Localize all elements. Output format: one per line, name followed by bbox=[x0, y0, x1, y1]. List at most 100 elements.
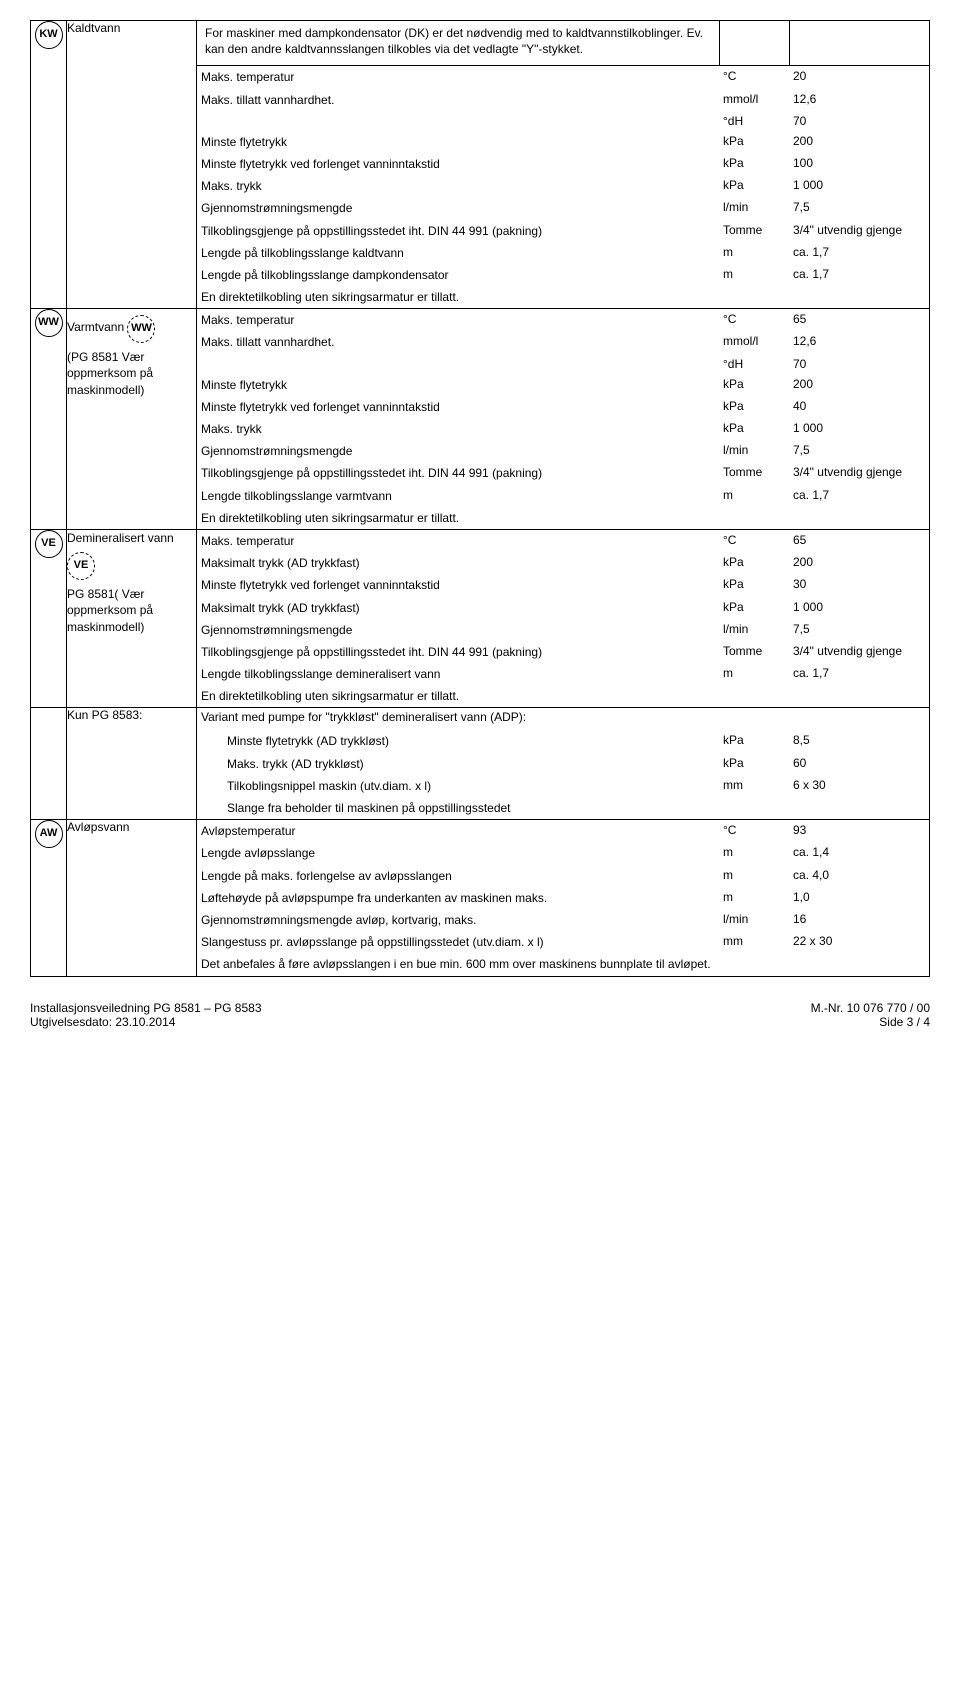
spec-row: °dH70 bbox=[197, 354, 929, 374]
spec-row: Maks. trykkkPa1 000 bbox=[197, 175, 929, 197]
spec-row: Gjennomstrømningsmengdel/min7,5 bbox=[197, 440, 929, 462]
spec-desc: Tilkoblingsgjenge på oppstillingsstedet … bbox=[197, 641, 719, 663]
spec-row: Det anbefales å føre avløpsslangen i en … bbox=[197, 953, 929, 975]
spec-desc: Lengde tilkoblingsslange demineralisert … bbox=[197, 663, 719, 685]
spec-val: ca. 1,7 bbox=[789, 264, 929, 286]
spec-desc: Maks. tillatt vannhardhet. bbox=[197, 331, 719, 353]
spec-row: Slange fra beholder til maskinen på opps… bbox=[197, 797, 929, 819]
spec-val: 30 bbox=[789, 574, 929, 596]
spec-val bbox=[789, 286, 929, 308]
spec-desc: Tilkoblingsgjenge på oppstillingsstedet … bbox=[197, 462, 719, 484]
spec-unit: mmol/l bbox=[719, 89, 789, 111]
aw-icon: AW bbox=[35, 820, 63, 848]
spec-unit: m bbox=[719, 663, 789, 685]
spec-row: Minste flytetrykk ved forlenget vanninnt… bbox=[197, 153, 929, 175]
spec-unit: Tomme bbox=[719, 220, 789, 242]
spec-unit: mm bbox=[719, 931, 789, 953]
spec-desc bbox=[197, 111, 719, 131]
spec-row: Lengde på tilkoblingsslange kaldtvannmca… bbox=[197, 242, 929, 264]
spec-val: ca. 1,4 bbox=[789, 842, 929, 864]
adp-label: Kun PG 8583: bbox=[67, 708, 142, 722]
spec-desc: Lengde på tilkoblingsslange dampkondensa… bbox=[197, 264, 719, 286]
spec-desc: Maks. trykk bbox=[197, 175, 719, 197]
spec-unit bbox=[719, 685, 789, 707]
spec-desc: Minste flytetrykk bbox=[197, 131, 719, 153]
spec-unit: m bbox=[719, 842, 789, 864]
spec-val: 22 x 30 bbox=[789, 931, 929, 953]
spec-unit: l/min bbox=[719, 197, 789, 219]
spec-val: 200 bbox=[789, 552, 929, 574]
spec-desc: Gjennomstrømningsmengde bbox=[197, 197, 719, 219]
spec-unit: °C bbox=[719, 820, 789, 842]
spec-val: 3/4" utvendig gjenge bbox=[789, 641, 929, 663]
ww-subicon: WW bbox=[127, 315, 155, 343]
spec-unit: m bbox=[719, 865, 789, 887]
spec-val: ca. 1,7 bbox=[789, 663, 929, 685]
adp-rows: Minste flytetrykk (AD trykkløst)kPa8,5Ma… bbox=[197, 730, 929, 819]
kw-icon: KW bbox=[35, 21, 63, 49]
spec-val: 70 bbox=[789, 111, 929, 131]
spec-val: 1 000 bbox=[789, 597, 929, 619]
spec-unit: m bbox=[719, 242, 789, 264]
spec-unit: Tomme bbox=[719, 641, 789, 663]
spec-unit: °C bbox=[719, 530, 789, 552]
spec-desc: Avløpstemperatur bbox=[197, 820, 719, 842]
spec-val: 65 bbox=[789, 309, 929, 331]
ve-icon: VE bbox=[35, 530, 63, 558]
spec-val: 60 bbox=[789, 753, 929, 775]
spec-val: ca. 4,0 bbox=[789, 865, 929, 887]
spec-val: 7,5 bbox=[789, 619, 929, 641]
spec-row: Tilkoblingsgjenge på oppstillingsstedet … bbox=[197, 220, 929, 242]
spec-row: °dH70 bbox=[197, 111, 929, 131]
spec-row: Lengde på tilkoblingsslange dampkondensa… bbox=[197, 264, 929, 286]
spec-unit: kPa bbox=[719, 175, 789, 197]
spec-desc: Maks. temperatur bbox=[197, 530, 719, 552]
spec-desc: Maks. trykk bbox=[197, 418, 719, 440]
spec-unit: m bbox=[719, 264, 789, 286]
spec-unit: m bbox=[719, 887, 789, 909]
spec-row: Løftehøyde på avløpspumpe fra underkante… bbox=[197, 887, 929, 909]
kw-label: Kaldtvann bbox=[67, 21, 120, 35]
spec-row: Minste flytetrykk (AD trykkløst)kPa8,5 bbox=[197, 730, 929, 752]
spec-row: Maks. temperatur°C20 bbox=[197, 66, 929, 88]
spec-unit: kPa bbox=[719, 153, 789, 175]
spec-desc: Minste flytetrykk ved forlenget vanninnt… bbox=[197, 396, 719, 418]
spec-unit: kPa bbox=[719, 396, 789, 418]
spec-row: Gjennomstrømningsmengdel/min7,5 bbox=[197, 197, 929, 219]
spec-unit: Tomme bbox=[719, 462, 789, 484]
spec-unit: kPa bbox=[719, 753, 789, 775]
spec-unit: kPa bbox=[719, 131, 789, 153]
spec-row: En direktetilkobling uten sikringsarmatu… bbox=[197, 685, 929, 707]
aw-rows: Avløpstemperatur°C93Lengde avløpsslangem… bbox=[197, 820, 929, 975]
spec-val: 12,6 bbox=[789, 89, 929, 111]
spec-desc: En direktetilkobling uten sikringsarmatu… bbox=[197, 286, 719, 308]
spec-desc: Maks. temperatur bbox=[197, 66, 719, 88]
spec-unit: m bbox=[719, 485, 789, 507]
spec-row: Maks. temperatur°C65 bbox=[197, 309, 929, 331]
spec-desc: Maksimalt trykk (AD trykkfast) bbox=[197, 552, 719, 574]
spec-row: Gjennomstrømningsmengdel/min7,5 bbox=[197, 619, 929, 641]
spec-unit: kPa bbox=[719, 374, 789, 396]
spec-desc: En direktetilkobling uten sikringsarmatu… bbox=[197, 507, 719, 529]
spec-unit: °C bbox=[719, 66, 789, 88]
spec-row: Slangestuss pr. avløpsslange på oppstill… bbox=[197, 931, 929, 953]
spec-desc: Gjennomstrømningsmengde bbox=[197, 440, 719, 462]
spec-row: Minste flytetrykkkPa200 bbox=[197, 374, 929, 396]
adp-heading: Variant med pumpe for "trykkløst" demine… bbox=[197, 708, 929, 730]
spec-desc: Lengde på tilkoblingsslange kaldtvann bbox=[197, 242, 719, 264]
spec-unit: kPa bbox=[719, 597, 789, 619]
spec-val: 1,0 bbox=[789, 887, 929, 909]
spec-val: 100 bbox=[789, 153, 929, 175]
ww-label: Varmtvann bbox=[67, 320, 124, 334]
ww-rows: Maks. temperatur°C65Maks. tillatt vannha… bbox=[197, 309, 929, 529]
spec-row: Lengde på maks. forlengelse av avløpssla… bbox=[197, 865, 929, 887]
spec-val: 40 bbox=[789, 396, 929, 418]
spec-row: Minste flytetrykk ved forlenget vanninnt… bbox=[197, 396, 929, 418]
footer-left1: Installasjonsveiledning PG 8581 – PG 858… bbox=[30, 1001, 262, 1015]
spec-val: 70 bbox=[789, 354, 929, 374]
spec-unit: mmol/l bbox=[719, 331, 789, 353]
spec-row: Gjennomstrømningsmengde avløp, kortvarig… bbox=[197, 909, 929, 931]
spec-row: En direktetilkobling uten sikringsarmatu… bbox=[197, 507, 929, 529]
spec-row: Maks. trykk (AD trykkløst)kPa60 bbox=[197, 753, 929, 775]
spec-desc: Lengde på maks. forlengelse av avløpssla… bbox=[197, 865, 719, 887]
